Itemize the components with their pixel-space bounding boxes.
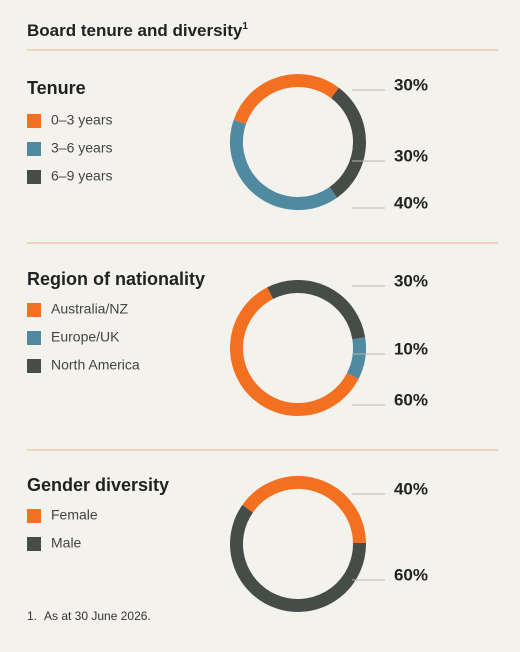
page-title: Board tenure and diversity1 — [27, 21, 248, 41]
legend-label: Australia/NZ — [51, 301, 128, 317]
value-label: 40% — [394, 193, 428, 212]
legend-swatch — [27, 170, 41, 184]
value-label: 30% — [394, 271, 428, 290]
donut-segment — [233, 74, 339, 125]
legend-label: Male — [51, 535, 82, 551]
donut-segment — [230, 505, 366, 612]
legend-label: 0–3 years — [51, 112, 112, 128]
title-note: 1 — [242, 21, 248, 32]
legend-label: Female — [51, 507, 98, 523]
value-label: 30% — [394, 75, 428, 94]
section-title: Tenure — [27, 78, 86, 98]
legend-swatch — [27, 114, 41, 128]
legend-swatch — [27, 359, 41, 373]
legend-label: Europe/UK — [51, 329, 120, 345]
value-label: 10% — [394, 339, 428, 358]
legend-label: 6–9 years — [51, 168, 112, 184]
value-label: 30% — [394, 146, 428, 165]
value-label: 40% — [394, 479, 428, 498]
donut-segment — [329, 87, 366, 198]
donut-segment — [267, 280, 366, 340]
legend-swatch — [27, 331, 41, 345]
footnote-marker: 1. — [27, 609, 37, 623]
legend-swatch — [27, 303, 41, 317]
donut-segment — [230, 287, 359, 416]
donut-segment — [346, 337, 366, 379]
legend-swatch — [27, 537, 41, 551]
legend-swatch — [27, 509, 41, 523]
legend-label: North America — [51, 357, 140, 373]
legend-label: 3–6 years — [51, 140, 112, 156]
footnote-text: As at 30 June 2026. — [44, 609, 151, 623]
section-title: Gender diversity — [27, 475, 169, 495]
value-label: 60% — [394, 390, 428, 409]
legend-swatch — [27, 142, 41, 156]
donut-segment — [242, 476, 366, 544]
value-label: 60% — [394, 565, 428, 584]
section-title: Region of nationality — [27, 269, 205, 289]
title-text: Board tenure and diversity — [27, 21, 243, 40]
donut-segment — [230, 119, 337, 210]
